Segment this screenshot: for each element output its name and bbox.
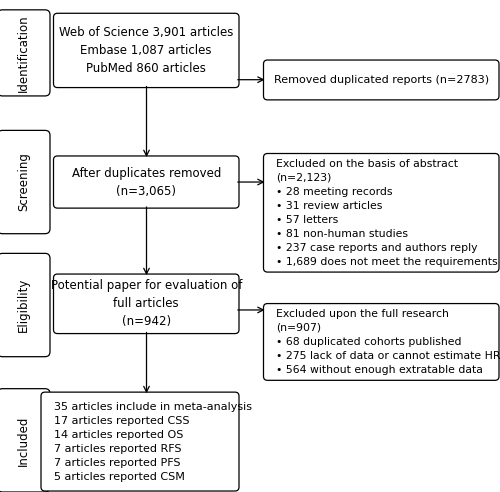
Text: Excluded on the basis of abstract
(n=2,123)
• 28 meeting records
• 31 review art: Excluded on the basis of abstract (n=2,1… (276, 159, 498, 267)
FancyBboxPatch shape (54, 13, 239, 88)
Text: Included: Included (17, 415, 30, 465)
Text: Web of Science 3,901 articles
Embase 1,087 articles
PubMed 860 articles: Web of Science 3,901 articles Embase 1,0… (59, 26, 234, 75)
FancyBboxPatch shape (41, 392, 239, 491)
Text: Removed duplicated reports (n=2783): Removed duplicated reports (n=2783) (274, 75, 489, 85)
FancyBboxPatch shape (264, 304, 499, 380)
Text: Identification: Identification (17, 14, 30, 92)
FancyBboxPatch shape (264, 154, 499, 272)
FancyBboxPatch shape (0, 253, 50, 357)
Text: Potential paper for evaluation of
full articles
(n=942): Potential paper for evaluation of full a… (50, 279, 242, 328)
Text: Eligibility: Eligibility (17, 278, 30, 332)
Text: Excluded upon the full research
(n=907)
• 68 duplicated cohorts published
• 275 : Excluded upon the full research (n=907) … (276, 309, 500, 375)
FancyBboxPatch shape (54, 156, 239, 208)
Text: 35 articles include in meta-analysis
17 articles reported CSS
14 articles report: 35 articles include in meta-analysis 17 … (54, 401, 252, 482)
FancyBboxPatch shape (54, 274, 239, 334)
FancyBboxPatch shape (0, 389, 50, 492)
Text: Screening: Screening (17, 153, 30, 212)
FancyBboxPatch shape (0, 130, 50, 234)
FancyBboxPatch shape (0, 10, 50, 96)
FancyBboxPatch shape (264, 60, 499, 100)
Text: After duplicates removed
(n=3,065): After duplicates removed (n=3,065) (72, 166, 221, 198)
